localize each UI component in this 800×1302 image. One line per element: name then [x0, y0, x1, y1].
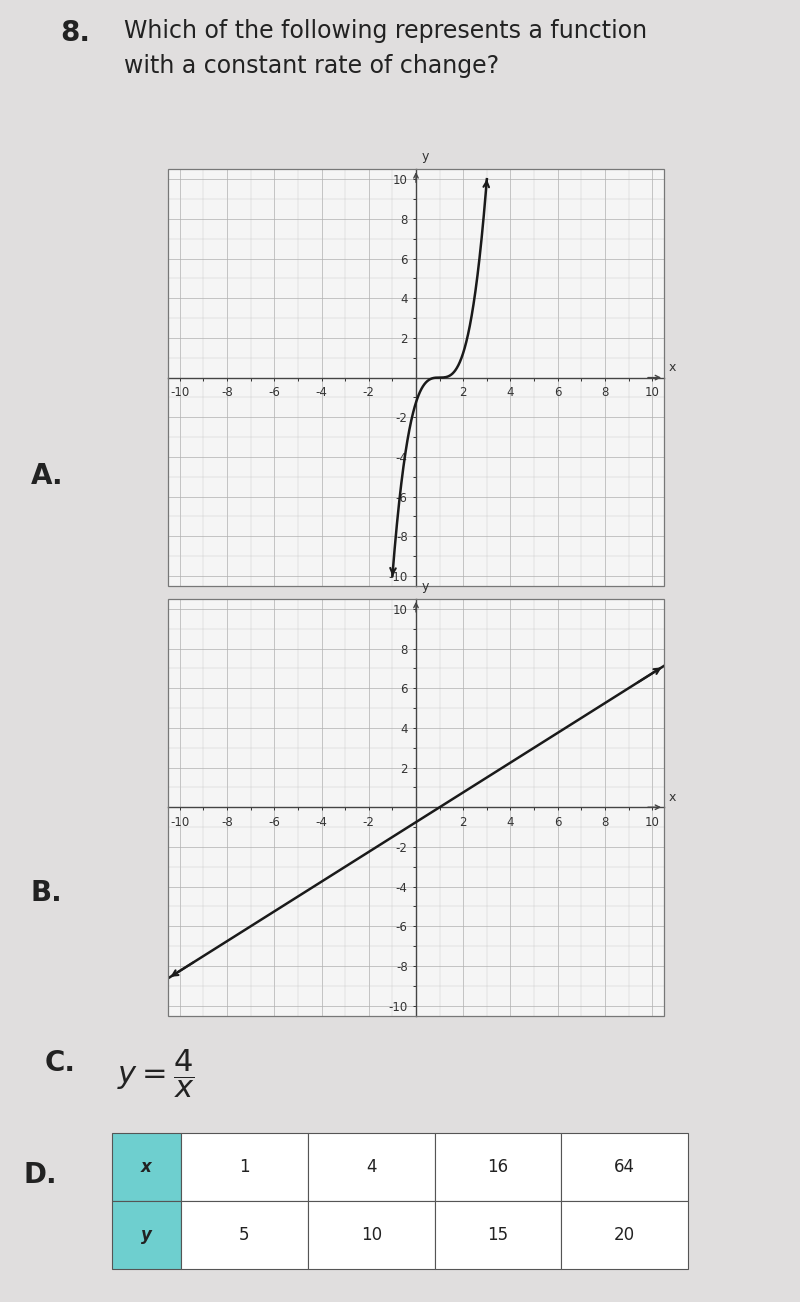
Text: D.: D. — [24, 1161, 58, 1190]
Text: x: x — [669, 790, 676, 803]
Bar — [434, 1200, 562, 1269]
Bar — [112, 1133, 181, 1200]
Text: 1: 1 — [239, 1157, 250, 1176]
Text: C.: C. — [45, 1049, 76, 1078]
Text: $y = \dfrac{4}{x}$: $y = \dfrac{4}{x}$ — [117, 1047, 194, 1100]
Text: x: x — [669, 361, 676, 374]
Bar — [434, 1133, 562, 1200]
Text: B.: B. — [30, 879, 62, 907]
Bar — [562, 1200, 688, 1269]
Text: A.: A. — [30, 462, 63, 491]
Text: 8.: 8. — [60, 18, 90, 47]
Text: 20: 20 — [614, 1226, 635, 1245]
Text: y: y — [141, 1226, 152, 1245]
Text: x: x — [141, 1157, 152, 1176]
Bar — [308, 1133, 434, 1200]
Bar — [112, 1200, 181, 1269]
Text: Which of the following represents a function
with a constant rate of change?: Which of the following represents a func… — [124, 18, 647, 78]
Text: 15: 15 — [487, 1226, 509, 1245]
Text: y: y — [422, 579, 429, 592]
Text: 16: 16 — [487, 1157, 509, 1176]
Bar — [181, 1133, 308, 1200]
Bar — [308, 1200, 434, 1269]
Text: y: y — [422, 150, 429, 163]
Text: 10: 10 — [361, 1226, 382, 1245]
Bar — [562, 1133, 688, 1200]
Text: 4: 4 — [366, 1157, 377, 1176]
Text: 5: 5 — [239, 1226, 250, 1245]
Text: 64: 64 — [614, 1157, 635, 1176]
Bar — [181, 1200, 308, 1269]
